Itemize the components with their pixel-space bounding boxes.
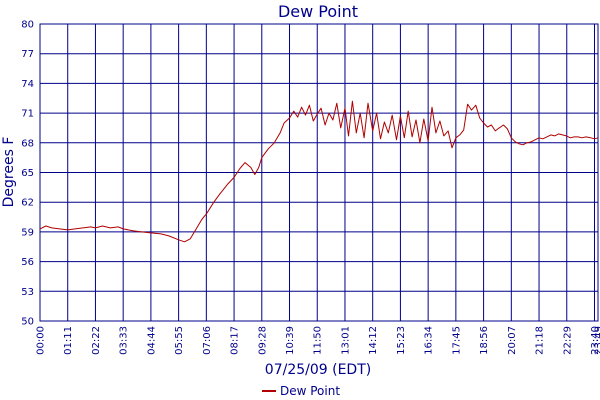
- y-tick-label: 80: [21, 20, 34, 31]
- legend-label: Dew Point: [280, 384, 340, 398]
- x-tick-label: 02:22: [91, 326, 102, 355]
- x-tick-label: 14:12: [368, 326, 379, 355]
- x-axis-ticks: 00:00 01:11 02:22 03:33 04:44 05:55 07:06 08:17…: [36, 326, 600, 355]
- chart-title: Dew Point: [278, 2, 358, 21]
- x-tick-label: 22:29: [562, 326, 573, 355]
- y-axis-ticks: 50 53 56 59 62 65 68 71 74 77 80: [21, 20, 34, 328]
- y-tick-label: 74: [21, 79, 34, 90]
- y-tick-label: 56: [21, 257, 34, 268]
- x-tick-label: 07:06: [202, 326, 213, 355]
- grid-lines: [39, 23, 599, 322]
- dew-point-line: [39, 100, 599, 243]
- x-axis-title: 07/25/09 (EDT): [265, 362, 371, 378]
- y-tick-label: 68: [21, 138, 34, 149]
- x-tick-label: 17:45: [451, 326, 462, 355]
- x-tick-label: 08:17: [230, 326, 241, 355]
- x-tick-label: 16:34: [424, 326, 435, 355]
- y-axis-title: Degrees F: [1, 137, 17, 208]
- x-tick-label: 20:07: [507, 326, 518, 355]
- y-tick-label: 65: [21, 168, 34, 179]
- y-tick-label: 53: [21, 287, 34, 298]
- x-tick-label: 18:56: [479, 326, 490, 355]
- x-tick-label: 03:33: [119, 326, 130, 355]
- x-tick-label: 04:44: [146, 326, 157, 355]
- x-tick-label: 05:55: [174, 326, 185, 355]
- y-tick-label: 77: [21, 49, 34, 60]
- y-tick-label: 62: [21, 198, 34, 209]
- x-tick-label: 13:01: [340, 326, 351, 355]
- x-tick-label: 01:11: [63, 326, 74, 355]
- x-tick-label: 11:50: [313, 326, 324, 355]
- y-tick-label: 71: [21, 109, 34, 120]
- x-tick-label: 00:00: [36, 326, 47, 355]
- x-tick-label: 21:18: [535, 326, 546, 355]
- x-tick-label: 10:39: [285, 326, 296, 355]
- x-tick-label: 23:49: [594, 326, 600, 355]
- x-tick-label: 09:28: [257, 326, 268, 355]
- series-layer: [39, 100, 599, 243]
- x-tick-label: 23:40: [590, 326, 600, 355]
- x-tick-label: 15:23: [396, 326, 407, 355]
- legend: Dew Point: [262, 384, 340, 398]
- y-tick-label: 59: [21, 227, 34, 238]
- y-tick-label: 50: [21, 317, 34, 328]
